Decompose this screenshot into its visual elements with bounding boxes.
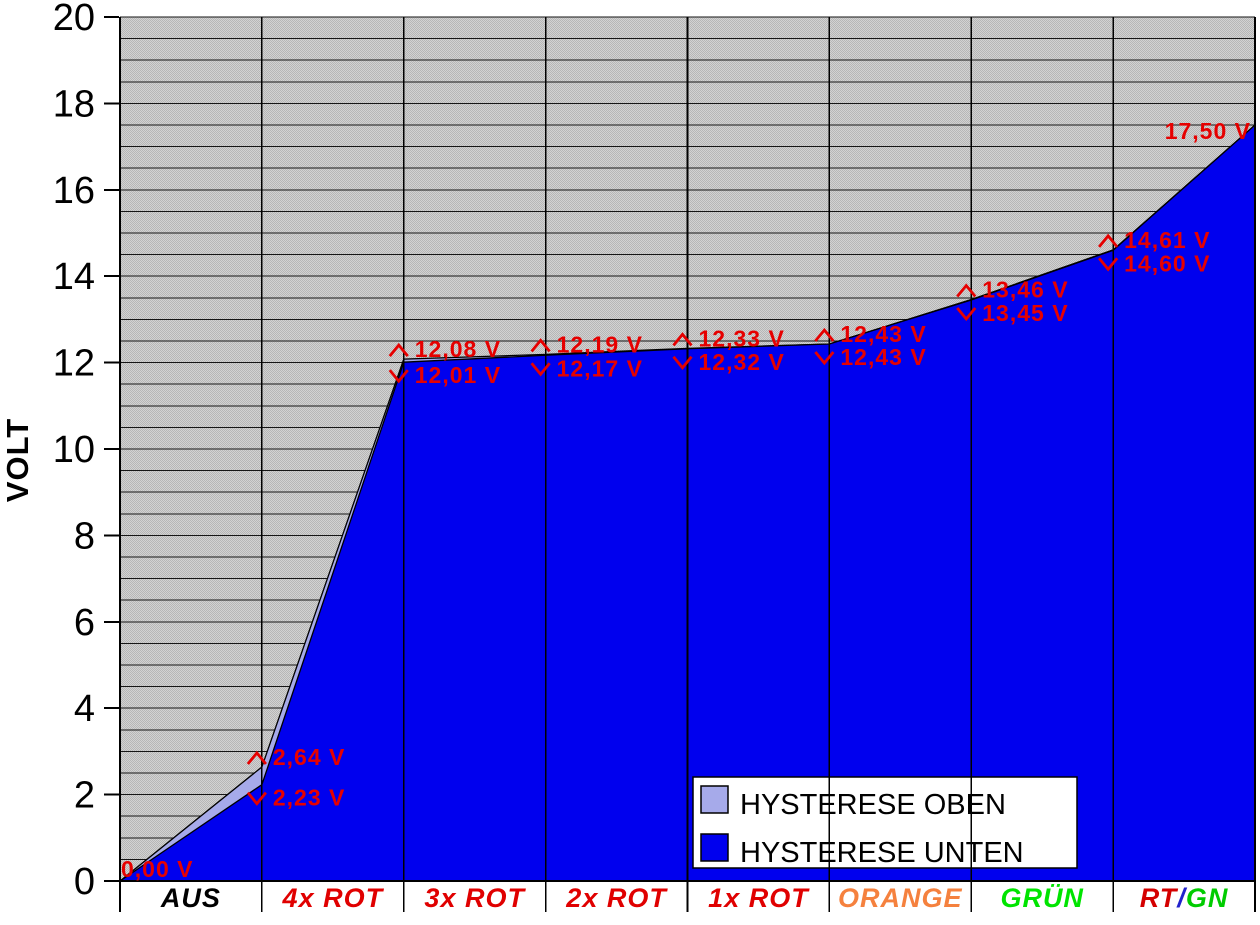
y-tick-label: 0 [74,861,95,903]
caret-up-icon [530,338,551,353]
y-tick-labels: 0 2 4 6 8 10 12 14 16 18 20 [53,0,95,903]
y-tick-label: 10 [53,429,95,471]
category-label: 2x ROT [565,883,668,913]
caret-down-icon [956,307,977,322]
point-label-down: 12,43 V [840,344,926,370]
legend: HYSTERESE OBEN HYSTERESE UNTEN [692,776,1078,869]
point-label-down: 13,45 V [982,300,1068,326]
caret-down-icon [1098,257,1119,272]
point-label-up: 12,08 V [415,336,501,362]
y-tick-label: 2 [74,775,95,817]
caret-down-icon [246,791,267,806]
caret-up-icon [814,327,835,342]
category-label: GRÜN [1000,883,1084,913]
legend-box [692,776,1078,869]
category-label: AUS [160,883,221,913]
caret-down-icon [814,351,835,366]
caret-up-icon [672,332,693,347]
caret-up-icon [388,342,409,358]
point-label-down: 12,01 V [415,362,501,388]
point-value-labels: 0,00 V2,64 V2,23 V12,08 V12,01 V12,19 V1… [121,118,1251,882]
y-axis-ticks [104,16,119,882]
y-tick-label: 20 [53,0,95,39]
point-label-down: 12,32 V [699,349,785,375]
legend-label-oben: HYSTERESE OBEN [740,789,1006,821]
category-label: 4x ROT [282,883,385,913]
point-label-down: 12,17 V [557,355,643,381]
point-label-up: 12,33 V [699,325,785,351]
point-label-up: 13,46 V [982,277,1068,303]
category-label: RT/GN [1140,883,1229,913]
category-label: ORANGE [838,883,963,913]
caret-up-icon [956,283,977,298]
caret-down-icon [530,362,551,377]
category-label: 1x ROT [708,883,810,913]
point-label-up: 12,19 V [557,331,643,357]
caret-down-icon [388,369,409,384]
y-tick-label: 6 [74,602,95,644]
point-label-up: 12,43 V [840,321,926,347]
point-label-up: 2,64 V [273,744,346,770]
caret-up-icon [1098,233,1119,248]
y-tick-label: 14 [53,256,95,298]
y-tick-label: 18 [53,83,95,125]
point-label-down: 2,23 V [273,785,346,811]
y-tick-label: 8 [74,515,95,557]
legend-swatch-oben [700,785,729,814]
point-label-up: 14,61 V [1124,227,1210,253]
point-label: 17,50 V [1165,118,1251,144]
caret-up-icon [246,750,267,765]
y-tick-label: 16 [53,170,95,212]
category-labels: AUS 4x ROT 3x ROT 2x ROT 1x ROT ORANGE GRÜN RT/… [160,883,1229,913]
vertical-category-lines [119,17,1256,912]
caret-down-icon [672,355,693,370]
legend-label-unten: HYSTERESE UNTEN [740,837,1024,869]
y-axis-title: VOLT [0,418,35,502]
y-tick-label: 12 [53,343,95,385]
legend-swatch-unten [700,833,729,862]
point-label: 0,00 V [121,856,194,882]
y-tick-label: 4 [74,688,95,730]
category-label: 3x ROT [424,883,526,913]
point-label-down: 14,60 V [1124,250,1210,276]
